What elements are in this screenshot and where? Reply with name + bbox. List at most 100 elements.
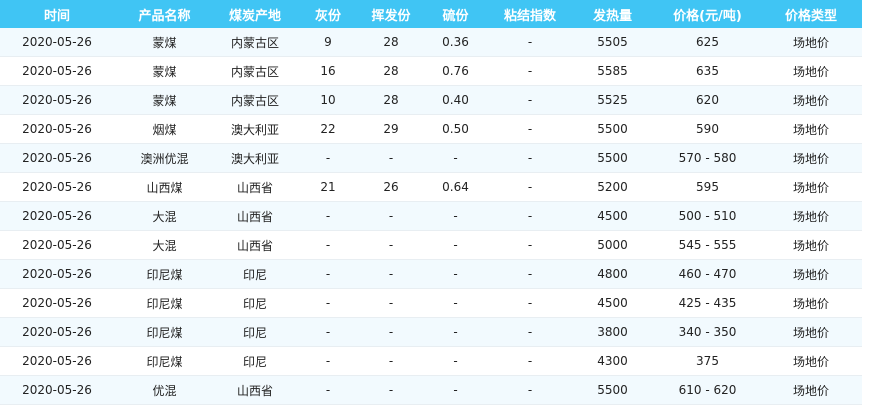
table-cell: 375	[655, 346, 760, 376]
table-cell: 2020-05-26	[0, 56, 114, 86]
table-cell: 5500	[570, 114, 655, 144]
table-row: 2020-05-26 印尼煤 印尼 - - - -3800 340 - 350 场地价	[0, 317, 862, 347]
table-cell: -	[490, 28, 570, 57]
table-cell: -	[361, 346, 421, 376]
table-cell: 22	[295, 114, 361, 144]
table-cell: 29	[361, 114, 421, 144]
table-cell: 内蒙古区	[215, 85, 295, 115]
table-cell: -	[421, 230, 490, 260]
table-cell: -	[490, 346, 570, 376]
table-cell: 21	[295, 172, 361, 202]
table-cell: -	[295, 375, 361, 405]
table-row: 2020-05-26 蒙煤 内蒙古区 16 28 0.76-5585 635 场地价	[0, 56, 862, 86]
table-cell: 场地价	[760, 85, 862, 115]
table-cell: 5500	[570, 143, 655, 173]
table-cell: 2020-05-26	[0, 28, 114, 57]
table-cell: 635	[655, 56, 760, 86]
table-cell: 28	[361, 56, 421, 86]
table-cell: -	[295, 346, 361, 376]
table-cell: 大混	[114, 230, 215, 260]
table-cell: 0.50	[421, 114, 490, 144]
table-cell: 425 - 435	[655, 288, 760, 318]
table-cell: 印尼	[215, 317, 295, 347]
table-cell: 545 - 555	[655, 230, 760, 260]
table-cell: 595	[655, 172, 760, 202]
table-cell: -	[361, 288, 421, 318]
table-cell: 0.64	[421, 172, 490, 202]
table-cell: 场地价	[760, 317, 862, 347]
table-cell: 610 - 620	[655, 375, 760, 405]
table-cell: -	[490, 288, 570, 318]
table-cell: 625	[655, 28, 760, 57]
table-cell: 烟煤	[114, 114, 215, 144]
table-cell: 4500	[570, 201, 655, 231]
column-header: 发热量	[570, 0, 655, 28]
table-cell: -	[490, 230, 570, 260]
table-cell: 5585	[570, 56, 655, 86]
table-cell: 2020-05-26	[0, 172, 114, 202]
table-cell: 场地价	[760, 288, 862, 318]
table-row: 2020-05-26 印尼煤 印尼 - - - -4500 425 - 435 场地价	[0, 288, 862, 318]
table-cell: -	[490, 172, 570, 202]
table-cell: 山西省	[215, 375, 295, 405]
column-header: 挥发份	[361, 0, 421, 28]
table-row: 2020-05-26 印尼煤 印尼 - - - -4300 375 场地价	[0, 346, 862, 376]
table-cell: 场地价	[760, 172, 862, 202]
table-cell: 印尼	[215, 259, 295, 289]
column-header: 价格类型	[760, 0, 862, 28]
table-cell: 9	[295, 28, 361, 57]
table-cell: -	[361, 143, 421, 173]
table-cell: -	[490, 143, 570, 173]
table-cell: 2020-05-26	[0, 288, 114, 318]
table-cell: 5000	[570, 230, 655, 260]
table-cell: 4300	[570, 346, 655, 376]
table-cell: 2020-05-26	[0, 201, 114, 231]
table-cell: 优混	[114, 375, 215, 405]
table-cell: 10	[295, 85, 361, 115]
table-row: 2020-05-26 优混 山西省 - - - -5500 610 - 620 场地价	[0, 375, 862, 405]
table-cell: -	[490, 85, 570, 115]
table-cell: 0.76	[421, 56, 490, 86]
table-cell: 26	[361, 172, 421, 202]
column-header: 灰份	[295, 0, 361, 28]
table-cell: 460 - 470	[655, 259, 760, 289]
table-cell: 2020-05-26	[0, 85, 114, 115]
table-row: 2020-05-26 烟煤 澳大利亚 22 29 0.50-5500 590 场地价	[0, 114, 862, 144]
table-cell: -	[490, 375, 570, 405]
table-cell: 5505	[570, 28, 655, 57]
table-cell: 场地价	[760, 259, 862, 289]
table-row: 2020-05-26 蒙煤 内蒙古区 10 28 0.40-5525 620 场地价	[0, 85, 862, 115]
table-cell: 印尼煤	[114, 317, 215, 347]
table-cell: 2020-05-26	[0, 143, 114, 173]
table-cell: 5525	[570, 85, 655, 115]
table-cell: 570 - 580	[655, 143, 760, 173]
table-cell: 340 - 350	[655, 317, 760, 347]
table-row: 2020-05-26 蒙煤 内蒙古区 9 28 0.36-5505 625 场地价	[0, 28, 862, 57]
table-cell: -	[295, 143, 361, 173]
column-header: 价格(元/吨)	[655, 0, 760, 28]
table-cell: -	[490, 56, 570, 86]
table-cell: -	[421, 317, 490, 347]
table-cell: -	[295, 259, 361, 289]
table-cell: 大混	[114, 201, 215, 231]
table-cell: -	[295, 288, 361, 318]
table-cell: 3800	[570, 317, 655, 347]
table-row: 2020-05-26 澳洲优混 澳大利亚 - - - -5500 570 - 580 场地价	[0, 143, 862, 173]
table-cell: 场地价	[760, 375, 862, 405]
table-cell: -	[361, 201, 421, 231]
table-cell: 蒙煤	[114, 85, 215, 115]
table-cell: 0.40	[421, 85, 490, 115]
column-header: 产品名称	[114, 0, 215, 28]
table-cell: 5200	[570, 172, 655, 202]
table-row: 2020-05-26 大混 山西省 - - - -4500 500 - 510 场地价	[0, 201, 862, 231]
table-cell: -	[490, 114, 570, 144]
table-cell: 内蒙古区	[215, 28, 295, 57]
table-cell: 28	[361, 28, 421, 57]
column-header: 时间	[0, 0, 114, 28]
table-cell: 2020-05-26	[0, 114, 114, 144]
table-cell: -	[295, 201, 361, 231]
table-cell: 590	[655, 114, 760, 144]
table-cell: 澳大利亚	[215, 143, 295, 173]
table-cell: 场地价	[760, 143, 862, 173]
table-cell: 2020-05-26	[0, 259, 114, 289]
